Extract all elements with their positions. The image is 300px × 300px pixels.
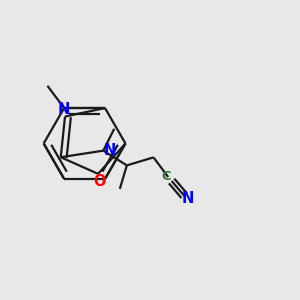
Text: N: N: [57, 102, 70, 117]
Text: N: N: [182, 191, 194, 206]
Text: C: C: [162, 169, 171, 182]
Text: N: N: [103, 142, 116, 158]
Text: O: O: [94, 173, 106, 188]
